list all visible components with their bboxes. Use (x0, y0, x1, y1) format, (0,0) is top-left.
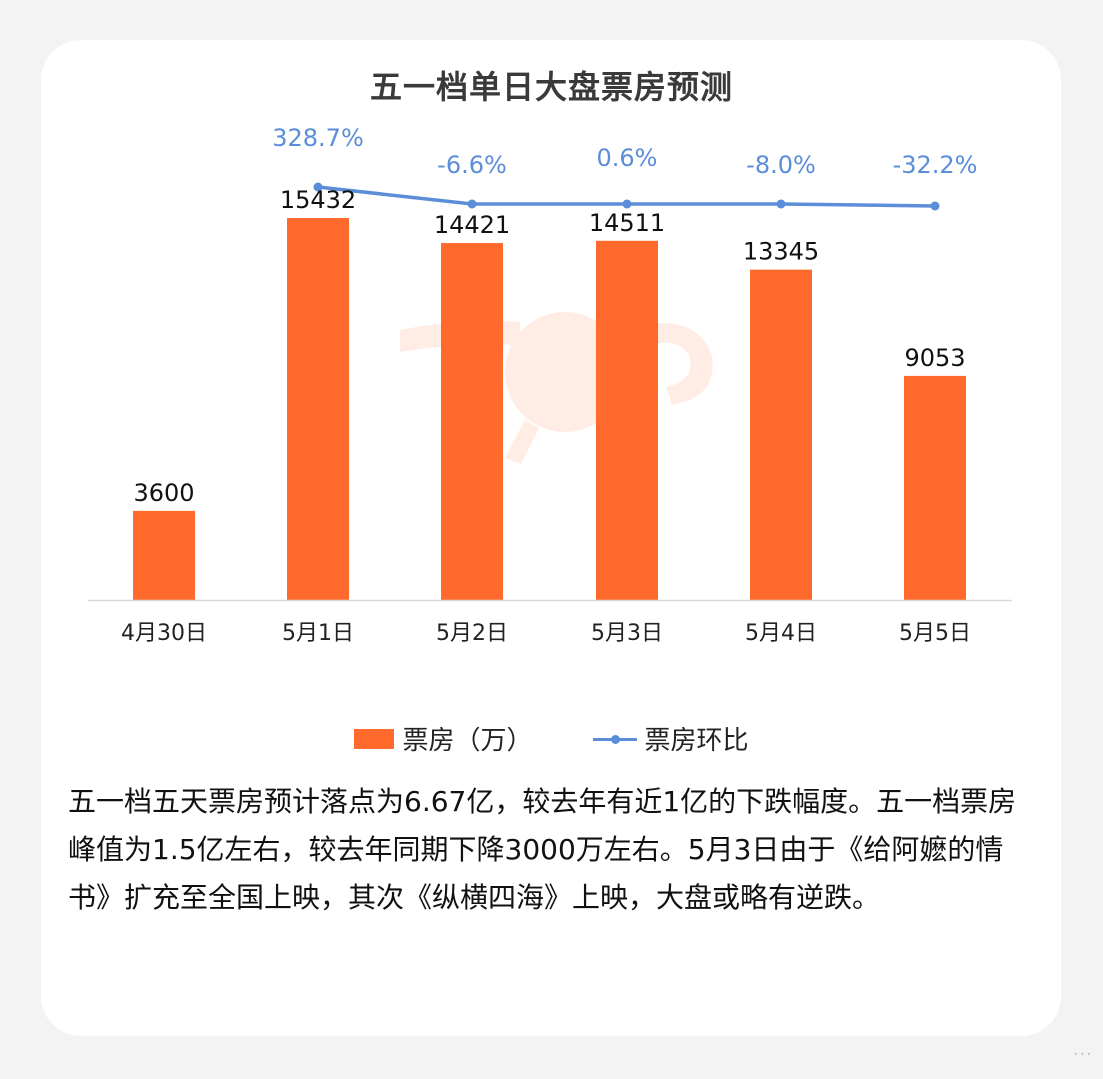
bar-5 (904, 375, 966, 600)
bar-value-label-0: 3600 (133, 479, 194, 507)
ratio-point-5 (930, 201, 940, 211)
ratio-point-4 (776, 199, 786, 209)
x-tick-label-4: 5月4日 (745, 621, 817, 646)
x-tick-label-3: 5月3日 (591, 621, 663, 646)
legend-line-swatch (592, 729, 637, 749)
chart-title: 五一档单日大盘票房预测 (369, 68, 733, 106)
legend-item-box-office: 票房（万） (354, 720, 533, 757)
x-tick-label-2: 5月2日 (436, 621, 508, 646)
bar-4 (750, 269, 812, 600)
x-tick-label-0: 4月30日 (121, 621, 207, 646)
legend-bar-swatch (354, 728, 395, 749)
legend-label-box-office: 票房（万） (402, 726, 533, 756)
ratio-label-2: -6.6% (437, 151, 507, 179)
bar-value-label-2: 14421 (434, 211, 510, 239)
bar-value-label-5: 9053 (904, 344, 965, 372)
bar-2 (441, 243, 503, 600)
ratio-label-3: 0.6% (597, 144, 658, 172)
chart-legend: 票房（万） 票房环比 (0, 720, 1103, 757)
bar-value-label-3: 14511 (589, 209, 665, 237)
chart-description: 五一档五天票房预计落点为6.67亿，较去年有近1亿的下跌幅度。五一档票房峰值为1… (68, 785, 1017, 914)
ratio-label-1: 328.7% (272, 124, 364, 152)
image-watermark: ··· (1072, 1044, 1093, 1065)
ratio-point-3 (622, 199, 632, 209)
bar-3 (596, 240, 658, 600)
ratio-label-5: -32.2% (893, 151, 978, 179)
bar-1 (287, 218, 349, 600)
bar-value-label-1: 15432 (280, 186, 356, 214)
bar-0 (133, 510, 195, 600)
ratio-label-4: -8.0% (746, 151, 816, 179)
legend-label-ratio: 票房环比 (644, 726, 749, 756)
x-tick-label-5: 5月5日 (899, 621, 971, 646)
ratio-point-2 (467, 199, 477, 209)
bar-value-label-4: 13345 (743, 238, 819, 266)
legend-item-ratio: 票房环比 (592, 720, 749, 757)
ratio-point-1 (313, 182, 323, 192)
bar-line-chart: 3600 4月30日 15432 5月1日 14421 5月2日 14511 5月3日 1334… (88, 124, 1012, 646)
x-tick-label-1: 5月1日 (282, 621, 354, 646)
